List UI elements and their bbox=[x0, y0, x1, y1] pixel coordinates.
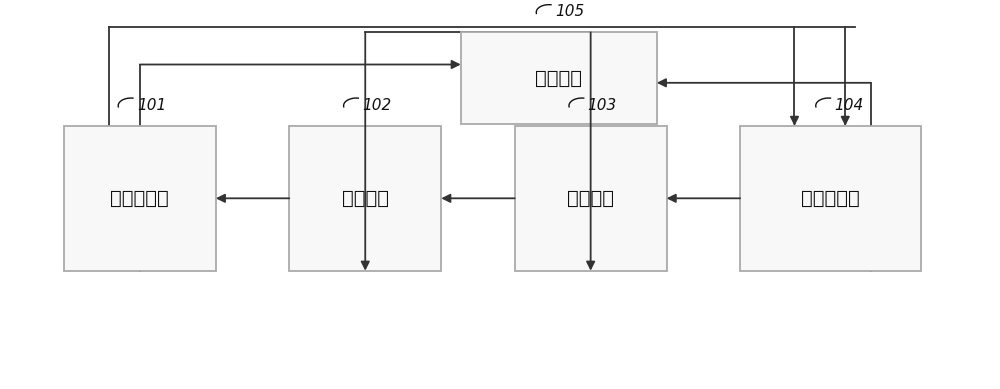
Bar bbox=[515, 126, 667, 271]
Text: 102: 102 bbox=[362, 98, 391, 112]
Text: 开关模块: 开关模块 bbox=[342, 189, 389, 208]
Text: 充电电路: 充电电路 bbox=[567, 189, 614, 208]
Bar bbox=[740, 126, 921, 271]
Text: 直流变换器: 直流变换器 bbox=[801, 189, 860, 208]
Text: 103: 103 bbox=[588, 98, 617, 112]
Text: 104: 104 bbox=[834, 98, 864, 112]
Bar bbox=[64, 126, 216, 271]
Text: 101: 101 bbox=[137, 98, 166, 112]
Text: 105: 105 bbox=[555, 4, 584, 19]
Text: 串联电池组: 串联电池组 bbox=[110, 189, 169, 208]
Bar bbox=[461, 33, 657, 124]
Bar bbox=[289, 126, 441, 271]
Text: 微控制器: 微控制器 bbox=[535, 69, 582, 88]
